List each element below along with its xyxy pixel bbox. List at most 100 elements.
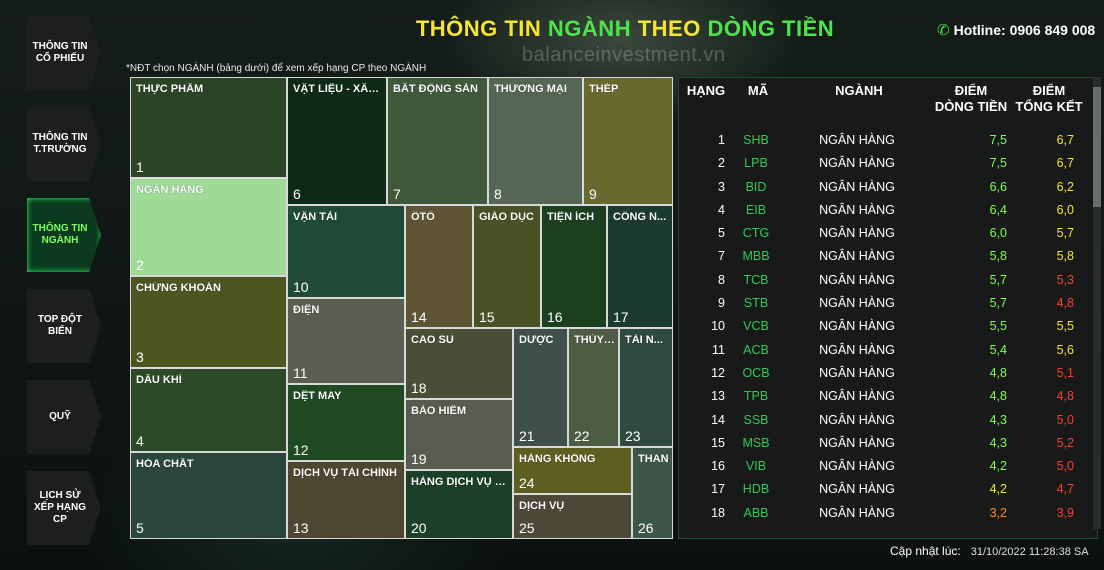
flow-score-cell: 6,6 — [989, 179, 1007, 194]
rank-cell: 9 — [718, 296, 725, 311]
treemap-cell[interactable]: VẬT LIỆU - XÂY ... 6 — [287, 77, 387, 205]
treemap-cell[interactable]: THAN 26 — [632, 447, 673, 539]
total-score-cell: 5,5 — [1056, 319, 1074, 334]
treemap-cell-index: 7 — [393, 186, 401, 202]
flow-score-cell: 4,2 — [989, 482, 1007, 497]
treemap-cell[interactable]: DẦU KHÍ 4 — [130, 368, 287, 452]
treemap-cell-name: DẦU KHÍ — [136, 374, 182, 386]
rank-cell: 1 — [718, 133, 725, 147]
rank-cell: 2 — [718, 156, 725, 171]
rank-cell: 10 — [711, 319, 725, 334]
total-score-cell: 3,9 — [1056, 505, 1074, 520]
industry-cell: NGÂN HÀNG — [819, 179, 895, 194]
treemap-cell[interactable]: THỰC PHẨM 1 — [130, 77, 287, 178]
nav-market-info[interactable]: THÔNG TIN T.TRƯỜNG — [27, 107, 101, 181]
flow-score-cell: 7,5 — [989, 133, 1007, 147]
code-cell: CTG — [742, 226, 770, 241]
table-row[interactable]: 9 STB NGÂN HÀNG 5,7 4,8 — [679, 293, 1097, 316]
treemap-cell[interactable]: CÔNG N... 17 — [607, 205, 673, 328]
treemap-cell[interactable]: THƯƠNG MẠI 8 — [488, 77, 583, 205]
treemap-cell-index: 22 — [574, 428, 590, 444]
treemap-cell-index: 21 — [519, 428, 535, 444]
table-row[interactable]: 2 LPB NGÂN HÀNG 7,5 6,7 — [679, 153, 1097, 176]
treemap-cell[interactable]: VẬN TẢI 10 — [287, 205, 405, 298]
industry-cell: NGÂN HÀNG — [819, 249, 895, 264]
nav-industry-info[interactable]: THÔNG TIN NGÀNH — [27, 198, 101, 272]
treemap-cell[interactable]: CAO SU 18 — [405, 328, 513, 399]
treemap-cell-index: 6 — [293, 186, 301, 202]
table-row[interactable]: 4 EIB NGÂN HÀNG 6,4 6,0 — [679, 200, 1097, 223]
table-row[interactable]: 8 TCB NGÂN HÀNG 5,7 5,3 — [679, 270, 1097, 293]
table-row[interactable]: 3 BID NGÂN HÀNG 6,6 6,2 — [679, 177, 1097, 200]
treemap-cell[interactable]: NGÂN HÀNG 2 — [130, 178, 287, 276]
scroll-thumb[interactable] — [1093, 87, 1101, 207]
nav-stock-info[interactable]: THÔNG TIN CỔ PHIẾU — [27, 16, 101, 90]
code-cell: ABB — [743, 505, 769, 520]
treemap-cell[interactable]: CHỨNG KHOÁN 3 — [130, 276, 287, 368]
treemap-cell[interactable]: DỊCH VỤ 25 — [513, 494, 632, 539]
table-row[interactable]: 1 SHB NGÂN HÀNG 7,5 6,7 — [679, 130, 1097, 153]
treemap-cell[interactable]: ÔTÔ 14 — [405, 205, 473, 328]
total-score-cell: 5,8 — [1056, 249, 1074, 264]
rank-cell: 11 — [712, 342, 725, 357]
treemap-cell[interactable]: TÀI N... 23 — [619, 328, 673, 447]
table-row[interactable]: 5 CTG NGÂN HÀNG 6,0 5,7 — [679, 223, 1097, 246]
table-scrollbar[interactable] — [1093, 77, 1101, 529]
treemap-cell[interactable]: THỦY ... 22 — [568, 328, 619, 447]
treemap-cell[interactable]: THÉP 9 — [583, 77, 673, 205]
treemap-cell[interactable]: ĐIỆN 11 — [287, 298, 405, 384]
table-row[interactable]: 13 TPB NGÂN HÀNG 4,8 4,8 — [679, 386, 1097, 409]
treemap-cell-index: 14 — [411, 309, 427, 325]
treemap-cell[interactable]: BẤT ĐỘNG SẢN 7 — [387, 77, 488, 205]
treemap-cell[interactable]: DỊCH VỤ TÀI CHÍNH 13 — [287, 461, 405, 539]
table-row[interactable]: 12 OCB NGÂN HÀNG 4,8 5,1 — [679, 363, 1097, 386]
code-cell: STB — [743, 296, 769, 311]
flow-score-cell: 4,8 — [989, 389, 1007, 404]
code-cell: ACB — [743, 342, 769, 357]
treemap-cell-index: 10 — [293, 279, 309, 295]
flow-score-cell: 5,7 — [989, 272, 1007, 287]
rank-cell: 12 — [711, 365, 725, 380]
treemap-cell[interactable]: TIỆN ÍCH 16 — [541, 205, 607, 328]
page-title: THÔNG TIN NGÀNH THEO DÒNG TIỀN — [415, 16, 835, 41]
industry-cell: NGÂN HÀNG — [819, 133, 895, 147]
treemap-cell[interactable]: HÀNG DỊCH VỤ V... 20 — [405, 470, 513, 539]
treemap-cell-index: 26 — [638, 520, 654, 536]
treemap-cell-name: THỰC PHẨM — [136, 83, 204, 95]
treemap-cell-name: CHỨNG KHOÁN — [136, 282, 221, 294]
rank-cell: 15 — [711, 435, 725, 450]
table-row[interactable]: 10 VCB NGÂN HÀNG 5,5 5,5 — [679, 316, 1097, 339]
flow-score-cell: 4,3 — [989, 412, 1007, 427]
treemap-cell-name: GIÁO DỤC — [479, 211, 534, 223]
header-flow-score: ĐIỂM DÒNG TIỀN — [934, 83, 1008, 114]
nav-ranking-history[interactable]: LỊCH SỬ XẾP HẠNG CP — [27, 471, 101, 545]
industry-cell: NGÂN HÀNG — [819, 412, 895, 427]
treemap-cell[interactable]: HÓA CHẤT 5 — [130, 452, 287, 539]
treemap-cell[interactable]: GIÁO DỤC 15 — [473, 205, 541, 328]
total-score-cell: 4,8 — [1056, 389, 1074, 404]
treemap-cell[interactable]: DƯỢC 21 — [513, 328, 568, 447]
rank-cell: 4 — [718, 202, 725, 217]
treemap-cell[interactable]: HÀNG KHÔNG 24 — [513, 447, 632, 494]
table-row[interactable]: 14 SSB NGÂN HÀNG 4,3 5,0 — [679, 410, 1097, 433]
flow-score-cell: 5,8 — [989, 249, 1007, 264]
treemap-cell[interactable]: BẢO HIỂM 19 — [405, 399, 513, 470]
total-score-cell: 5,0 — [1056, 459, 1074, 474]
treemap-cell-index: 11 — [293, 365, 308, 381]
table-row[interactable]: 18 ABB NGÂN HÀNG 3,2 3,9 — [679, 503, 1097, 526]
table-row[interactable]: 7 MBB NGÂN HÀNG 5,8 5,8 — [679, 246, 1097, 269]
treemap-cell-name: HÀNG KHÔNG — [519, 453, 596, 465]
nav-fund[interactable]: QUỸ — [27, 380, 101, 454]
treemap-cell-name: TIỆN ÍCH — [547, 211, 595, 223]
treemap-cell-index: 1 — [136, 159, 144, 175]
nav-top-breakout[interactable]: TOP ĐỘT BIẾN — [27, 289, 101, 363]
industry-treemap: THỰC PHẨM 1 NGÂN HÀNG 2 CHỨNG KHOÁN 3 DẦU KHÍ 4… — [130, 77, 673, 539]
table-row[interactable]: 16 VIB NGÂN HÀNG 4,2 5,0 — [679, 456, 1097, 479]
table-row[interactable]: 17 HDB NGÂN HÀNG 4,2 4,7 — [679, 479, 1097, 502]
treemap-cell[interactable]: DỆT MAY 12 — [287, 384, 405, 461]
table-row[interactable]: 15 MSB NGÂN HÀNG 4,3 5,2 — [679, 433, 1097, 456]
table-row[interactable]: 11 ACB NGÂN HÀNG 5,4 5,6 — [679, 340, 1097, 363]
code-cell: BID — [745, 179, 767, 194]
flow-score-cell: 6,0 — [989, 226, 1007, 241]
treemap-cell-index: 20 — [411, 520, 427, 536]
